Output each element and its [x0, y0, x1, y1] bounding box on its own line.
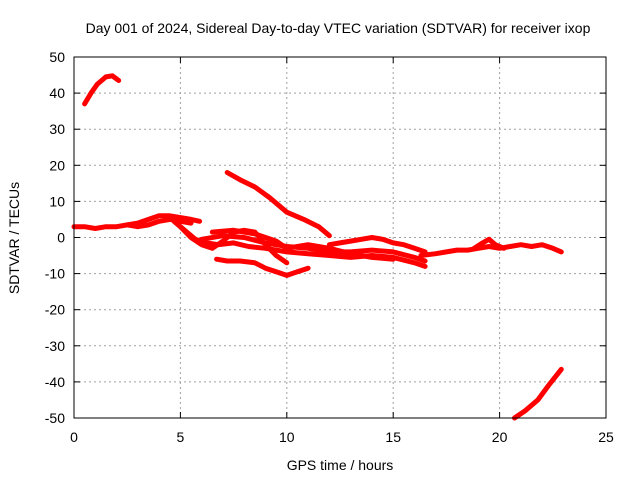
series-band-mid-1	[199, 233, 428, 264]
y-tick-label: -30	[45, 338, 65, 354]
series-arc-descending	[224, 170, 332, 239]
series-band-late-spike	[471, 236, 507, 251]
series-band-mid-3	[326, 235, 428, 255]
y-tick-label: 30	[49, 121, 65, 137]
y-tick-label: -20	[45, 302, 65, 318]
x-tick-label: 10	[279, 429, 295, 445]
grid-layer	[74, 57, 606, 418]
y-tick-label: 40	[49, 85, 65, 101]
y-tick-label: 0	[57, 230, 65, 246]
series-band-late	[418, 242, 564, 258]
y-tick-label: 10	[49, 193, 65, 209]
series-band-early-low	[124, 216, 194, 230]
y-axis-label: SDTVAR / TECUs	[6, 182, 22, 294]
y-tick-label: 50	[49, 49, 65, 65]
y-tick-label: -40	[45, 374, 65, 390]
series-layer	[71, 73, 564, 421]
x-axis-label: GPS time / hours	[287, 457, 394, 473]
series-band-mid-2	[209, 227, 396, 262]
tick-layer: 0 5 10 15 20 25 -50 -40 -30 -20 -10 0 10 20 30 40 50	[45, 49, 614, 445]
y-tick-label: 20	[49, 157, 65, 173]
series-band-low	[214, 256, 311, 278]
series-arc-low-rising	[512, 366, 564, 421]
y-tick-label: -10	[45, 266, 65, 282]
chart-title: Day 001 of 2024, Sidereal Day-to-day VTE…	[86, 20, 591, 36]
y-tick-label: -50	[45, 410, 65, 426]
x-tick-label: 15	[385, 429, 401, 445]
x-tick-label: 20	[492, 429, 508, 445]
x-tick-label: 25	[598, 429, 614, 445]
x-tick-label: 0	[70, 429, 78, 445]
series-band-early	[71, 213, 203, 231]
x-tick-label: 5	[177, 429, 185, 445]
series-arc-high	[82, 73, 122, 107]
